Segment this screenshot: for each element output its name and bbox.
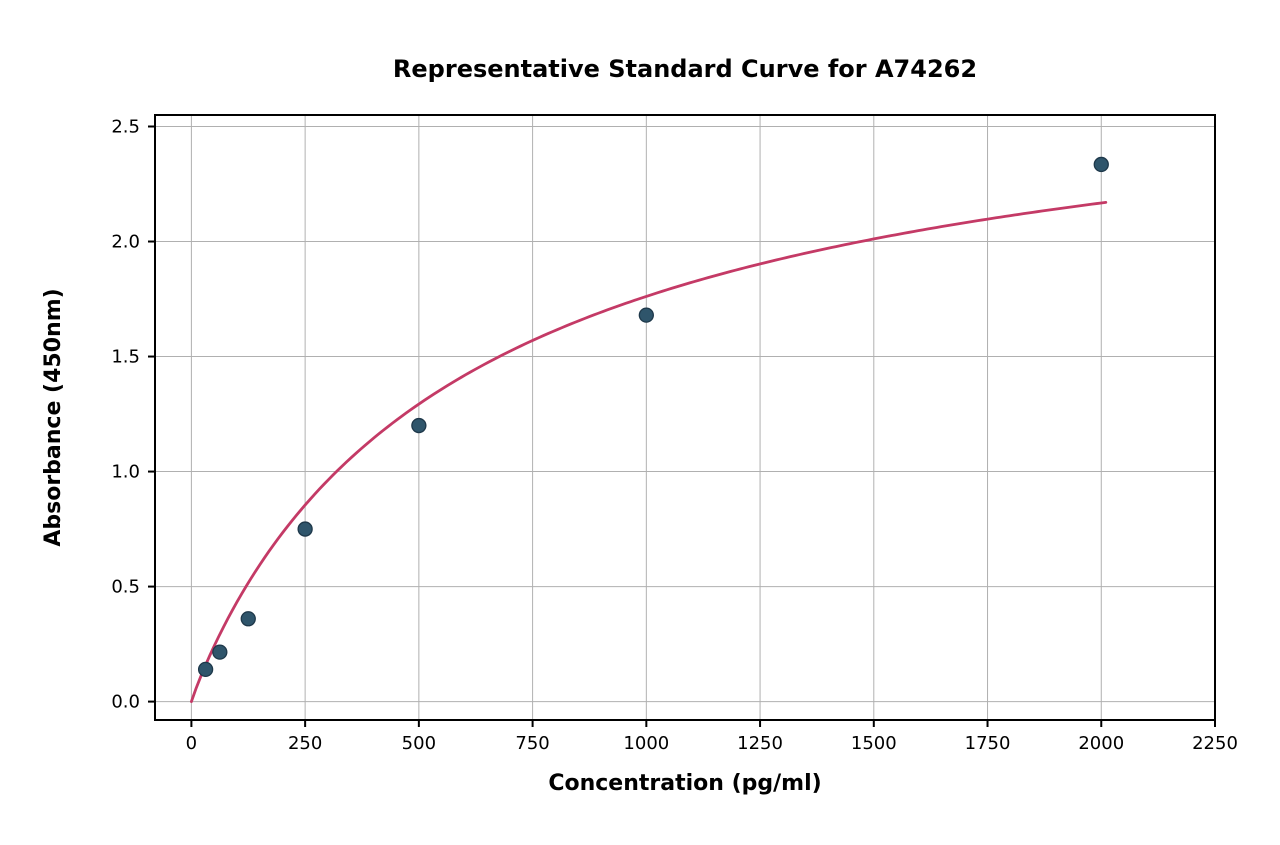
y-tick-label: 1.5 xyxy=(111,347,140,368)
y-tick-label: 2.0 xyxy=(111,232,140,253)
data-point xyxy=(298,522,312,536)
x-tick-label: 2250 xyxy=(1192,733,1238,754)
x-tick-label: 1000 xyxy=(623,733,669,754)
y-tick-label: 0.0 xyxy=(111,692,140,713)
data-point xyxy=(241,612,255,626)
data-point xyxy=(199,662,213,676)
x-tick-label: 1500 xyxy=(851,733,897,754)
x-tick-label: 1250 xyxy=(737,733,783,754)
chart-title: Representative Standard Curve for A74262 xyxy=(393,55,977,83)
x-tick-label: 500 xyxy=(402,733,436,754)
y-tick-label: 2.5 xyxy=(111,117,140,138)
x-tick-label: 0 xyxy=(186,733,197,754)
y-tick-label: 0.5 xyxy=(111,577,140,598)
chart-container: 0 250 500 750 1000 1250 1500 1750 2000 2250 0.0 0.5… xyxy=(0,0,1280,845)
x-tick-label: 1750 xyxy=(965,733,1011,754)
x-tick-label: 250 xyxy=(288,733,322,754)
x-axis-label: Concentration (pg/ml) xyxy=(548,771,821,796)
data-point xyxy=(412,419,426,433)
y-axis-label: Absorbance (450nm) xyxy=(41,288,66,546)
x-tick-label: 2000 xyxy=(1078,733,1124,754)
data-point xyxy=(213,645,227,659)
x-tick-label: 750 xyxy=(515,733,549,754)
data-point xyxy=(1094,157,1108,171)
data-point xyxy=(639,308,653,322)
standard-curve-chart: 0 250 500 750 1000 1250 1500 1750 2000 2250 0.0 0.5… xyxy=(0,0,1280,845)
y-tick-label: 1.0 xyxy=(111,462,140,483)
